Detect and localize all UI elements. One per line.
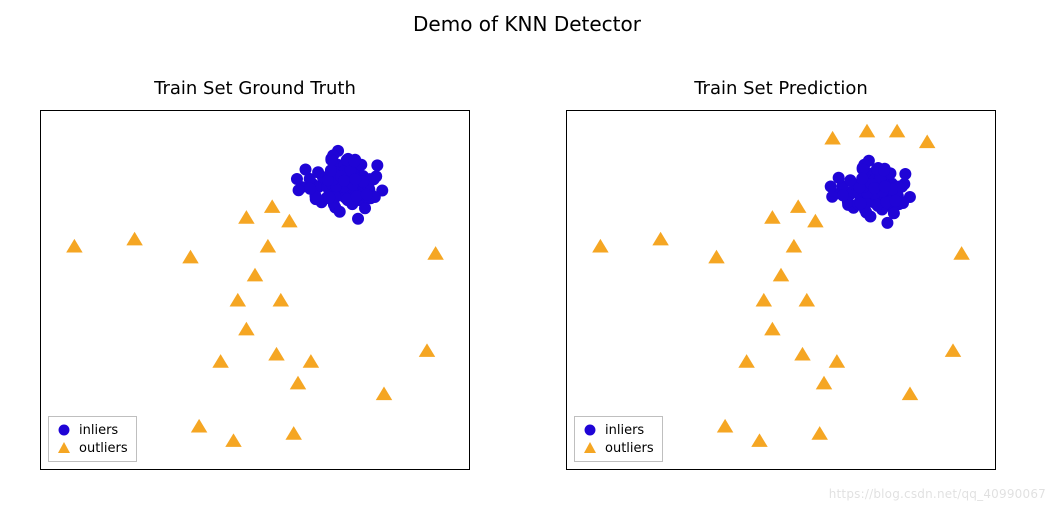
inlier-point xyxy=(890,195,902,207)
inlier-point xyxy=(312,166,324,178)
outlier-point xyxy=(824,131,840,145)
outlier-point xyxy=(786,239,802,253)
inlier-point xyxy=(856,173,868,185)
outlier-point xyxy=(889,124,905,138)
watermark-text: https://blog.csdn.net/qq_40990067 xyxy=(829,487,1046,501)
outlier-point xyxy=(264,199,280,213)
outlier-point xyxy=(859,124,875,138)
inlier-point xyxy=(371,159,383,171)
outlier-point xyxy=(807,214,823,228)
legend: inliers outliers xyxy=(574,416,663,462)
outlier-point xyxy=(902,387,918,401)
inlier-point xyxy=(879,181,891,193)
legend-entry-inliers: inliers xyxy=(55,421,128,439)
outlier-point xyxy=(953,246,969,260)
outlier-point xyxy=(182,250,198,264)
outlier-point xyxy=(230,293,246,307)
inlier-point xyxy=(864,210,876,222)
inlier-point xyxy=(348,155,360,167)
inlier-point xyxy=(325,154,337,166)
outlier-point xyxy=(419,343,435,357)
outlier-point xyxy=(238,210,254,224)
legend-entry-outliers: outliers xyxy=(581,439,654,457)
circle-icon xyxy=(581,423,599,437)
outlier-point xyxy=(247,268,263,282)
circle-icon xyxy=(55,423,73,437)
inlier-point xyxy=(855,197,867,209)
outlier-point xyxy=(376,387,392,401)
outlier-point xyxy=(738,354,754,368)
inlier-point xyxy=(323,192,335,204)
inlier-point xyxy=(293,184,305,196)
outlier-point xyxy=(225,433,241,447)
inlier-point xyxy=(349,173,361,185)
inlier-point xyxy=(291,173,303,185)
triangle-icon xyxy=(55,441,73,455)
axis-title: Train Set Ground Truth xyxy=(40,78,470,99)
inlier-point xyxy=(888,207,900,219)
outlier-point xyxy=(751,433,767,447)
legend-label: outliers xyxy=(79,441,128,456)
outlier-point xyxy=(273,293,289,307)
inlier-point xyxy=(359,202,371,214)
outlier-point xyxy=(652,232,668,246)
outlier-point xyxy=(756,293,772,307)
inlier-point xyxy=(300,163,312,175)
axis-title: Train Set Prediction xyxy=(566,78,996,99)
outlier-point xyxy=(764,210,780,224)
outlier-point xyxy=(799,293,815,307)
outlier-point xyxy=(717,419,733,433)
inlier-point xyxy=(304,183,316,195)
outlier-point xyxy=(829,354,845,368)
inlier-point xyxy=(325,164,337,176)
outlier-point xyxy=(268,347,284,361)
outlier-point xyxy=(708,250,724,264)
outlier-point xyxy=(238,322,254,336)
outlier-point xyxy=(790,199,806,213)
subplot-ground-truth: Train Set Ground Truth inliers outliers xyxy=(40,110,470,470)
outlier-point xyxy=(281,214,297,228)
legend-label: inliers xyxy=(79,423,118,438)
legend-entry-outliers: outliers xyxy=(55,439,128,457)
outlier-point xyxy=(285,426,301,440)
inlier-point xyxy=(352,213,364,225)
outlier-point xyxy=(919,135,935,149)
subplot-prediction: Train Set Prediction inliers outliers xyxy=(566,110,996,470)
inlier-point xyxy=(833,172,845,184)
outlier-point xyxy=(303,354,319,368)
inlier-point xyxy=(826,191,838,203)
outlier-point xyxy=(773,268,789,282)
legend-label: inliers xyxy=(605,423,644,438)
inlier-point xyxy=(878,164,890,176)
outlier-point xyxy=(811,426,827,440)
outlier-point xyxy=(260,239,276,253)
outlier-point xyxy=(592,239,608,253)
legend-entry-inliers: inliers xyxy=(581,421,654,439)
outlier-point xyxy=(794,347,810,361)
figure-suptitle: Demo of KNN Detector xyxy=(0,12,1054,36)
outlier-point xyxy=(290,376,306,390)
outlier-point xyxy=(212,354,228,368)
outlier-point xyxy=(126,232,142,246)
outlier-point xyxy=(191,419,207,433)
inlier-point xyxy=(338,175,350,187)
legend-label: outliers xyxy=(605,441,654,456)
inlier-point xyxy=(837,189,849,201)
inlier-point xyxy=(361,189,373,201)
inlier-point xyxy=(334,206,346,218)
outlier-point xyxy=(945,343,961,357)
inlier-point xyxy=(868,182,880,194)
outlier-point xyxy=(764,322,780,336)
outlier-point xyxy=(816,376,832,390)
inlier-point xyxy=(899,168,911,180)
triangle-icon xyxy=(581,441,599,455)
outlier-point xyxy=(427,246,443,260)
legend: inliers outliers xyxy=(48,416,137,462)
figure: Demo of KNN Detector Train Set Ground Tr… xyxy=(0,0,1054,505)
outlier-point xyxy=(66,239,82,253)
